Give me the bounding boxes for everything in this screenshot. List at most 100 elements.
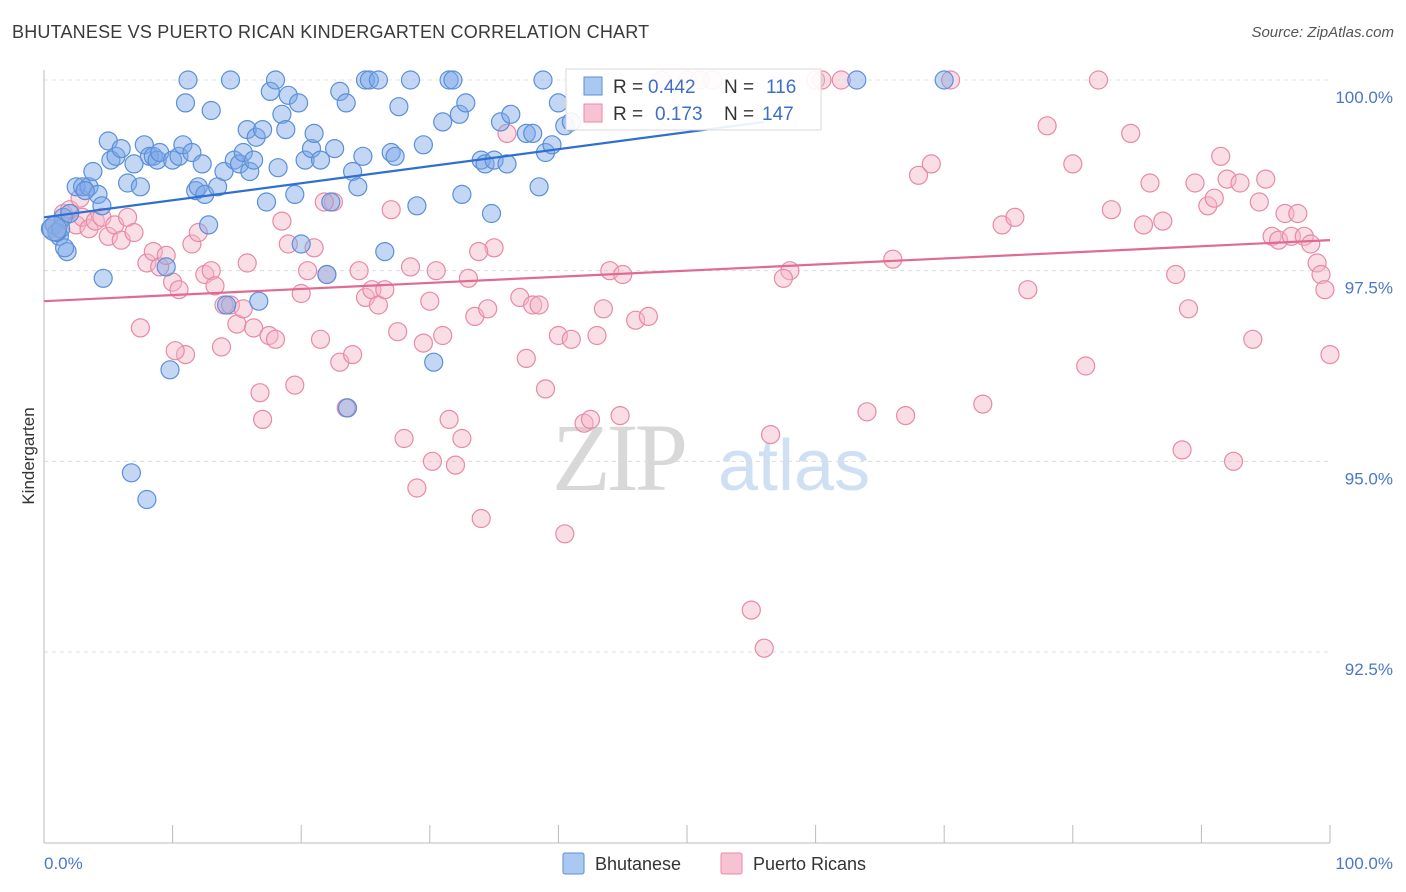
bhutanese-point: [75, 181, 95, 201]
puerto-ricans-point: [908, 165, 929, 185]
puerto-ricans-point: [469, 242, 489, 262]
chart-title: BHUTANESE VS PUERTO RICAN KINDERGARTEN C…: [12, 22, 650, 42]
bhutanese-point: [533, 70, 553, 90]
bhutanese-point: [481, 203, 502, 224]
puerto-ricans-point: [895, 406, 916, 426]
bhutanese-point: [285, 184, 305, 204]
puerto-ricans-point: [237, 253, 257, 273]
bhutanese-point: [260, 81, 280, 102]
bhutanese-point: [201, 100, 221, 121]
puerto-ricans-point: [593, 299, 614, 319]
legend-n-value-bhutanese: 116: [766, 77, 796, 98]
bhutanese-point: [407, 196, 427, 216]
puerto-ricans-point: [1256, 169, 1276, 189]
puerto-ricans-point: [523, 295, 543, 315]
legend-r-label-bhutanese: R =: [613, 77, 643, 98]
bhutanese-point: [83, 161, 103, 182]
puerto-ricans-point: [375, 280, 395, 300]
puerto-ricans-point: [1268, 230, 1289, 250]
y-tick-label-2: 97.5%: [1345, 279, 1393, 298]
bhutanese-point: [348, 177, 368, 197]
puerto-ricans-point: [1037, 116, 1057, 136]
puerto-ricans-point: [1063, 154, 1083, 174]
puerto-ricans-point: [580, 409, 601, 429]
bhutanese-point: [337, 398, 358, 418]
puerto-ricans-point: [265, 329, 286, 349]
puerto-ricans-point: [587, 325, 607, 346]
puerto-ricans-point: [124, 222, 144, 243]
y-tick-label-3: 100.0%: [1335, 88, 1393, 107]
puerto-ricans-point: [561, 329, 581, 349]
bhutanese-point: [130, 177, 150, 197]
puerto-ricans-point: [883, 249, 903, 269]
puerto-ricans-point: [973, 394, 993, 414]
puerto-ricans-point: [921, 154, 941, 174]
bhutanese-point: [156, 257, 176, 277]
puerto-ricans-point: [343, 345, 363, 365]
bhutanese-point: [321, 192, 341, 212]
puerto-ricans-point: [420, 291, 440, 311]
bhutanese-point: [456, 93, 476, 113]
bhutanese-point: [268, 158, 288, 178]
bhutanese-point: [175, 93, 196, 113]
stats-legend-box: [565, 68, 822, 131]
puerto-ricans-point: [407, 478, 427, 498]
bhutanese-point: [443, 70, 463, 90]
puerto-ricans-point: [272, 211, 292, 231]
bhutanese-point: [178, 70, 198, 90]
bhutanese-point: [304, 123, 324, 143]
puerto-ricans-point: [831, 70, 851, 90]
puerto-ricans-point: [516, 348, 536, 368]
puerto-ricans-point: [388, 322, 408, 342]
legend-r-label-puerto-ricans: R =: [613, 104, 643, 125]
bhutanese-point: [424, 352, 444, 372]
puerto-ricans-point: [458, 268, 478, 288]
puerto-ricans-point: [413, 333, 433, 353]
bhutanese-point: [847, 70, 867, 90]
legend-n-label-bhutanese: N =: [724, 77, 754, 98]
bhutanese-point: [289, 93, 309, 113]
bhutanese-point: [336, 93, 356, 113]
puerto-ricans-point: [484, 238, 504, 258]
puerto-ricans-point: [1243, 329, 1263, 349]
bhutanese-point: [41, 216, 67, 242]
puerto-ricans-point: [291, 283, 311, 304]
bhutanese-point: [934, 70, 954, 90]
bhutanese-point: [272, 104, 292, 124]
series-puerto-ricans-points: [44, 70, 1340, 658]
bottom-legend-label-puerto-ricans[interactable]: Puerto Ricans: [753, 854, 866, 874]
legend-n-label-puerto-ricans: N =: [724, 104, 754, 125]
bhutanese-point: [253, 120, 273, 140]
bhutanese-point: [452, 184, 472, 204]
bhutanese-point: [325, 139, 345, 159]
puerto-ricans-point: [1301, 234, 1321, 254]
puerto-ricans-point: [760, 425, 781, 445]
puerto-ricans-point: [1166, 264, 1186, 285]
puerto-ricans-point: [625, 310, 646, 330]
bhutanese-point: [265, 70, 286, 90]
puerto-ricans-point: [1133, 215, 1154, 235]
puerto-ricans-point: [445, 455, 466, 475]
bhutanese-point: [93, 268, 113, 288]
puerto-ricans-point: [555, 524, 575, 544]
series-legend[interactable]: Bhutanese Puerto Ricans: [562, 852, 866, 875]
puerto-ricans-point: [175, 345, 196, 365]
puerto-ricans-point: [156, 245, 176, 265]
bhutanese-point: [121, 463, 141, 483]
bottom-legend-swatch-bhutanese[interactable]: [562, 852, 585, 875]
puerto-ricans-point: [130, 318, 150, 338]
puerto-ricans-point: [1185, 173, 1205, 193]
y-tick-labels: 92.5% 95.0% 97.5% 100.0%: [1335, 88, 1393, 679]
stats-legend: R = 0.442 N = 116 R = 0.173 N = 147: [565, 68, 822, 131]
puerto-ricans-point: [1153, 211, 1173, 231]
bottom-legend-label-bhutanese[interactable]: Bhutanese: [595, 854, 681, 874]
bhutanese-point: [160, 360, 180, 380]
bhutanese-point: [88, 184, 108, 204]
bhutanese-point: [490, 112, 511, 132]
puerto-ricans-point: [535, 379, 556, 399]
watermark: ZIP atlas: [552, 404, 870, 511]
bottom-legend-swatch-puerto-ricans[interactable]: [720, 852, 743, 875]
puerto-ricans-point: [314, 192, 334, 212]
puerto-ricans-point: [394, 428, 414, 449]
bhutanese-point: [389, 97, 409, 117]
